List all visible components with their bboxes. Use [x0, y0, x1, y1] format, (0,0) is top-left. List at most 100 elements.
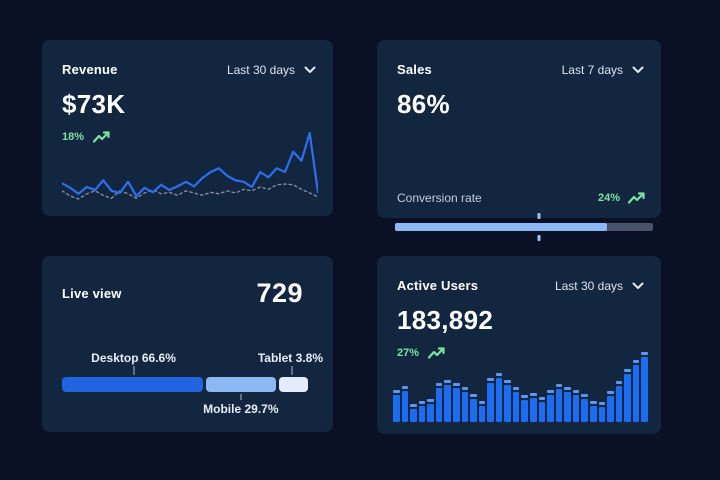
bar-body — [444, 385, 451, 422]
bar-body — [427, 404, 434, 422]
bar-cap — [444, 380, 451, 383]
user-count-bar — [401, 386, 409, 422]
bar-body — [410, 409, 417, 422]
progress-target-marker-top — [537, 213, 541, 219]
bar-body — [504, 385, 511, 422]
bar-body — [615, 386, 623, 422]
tablet-pointer-line — [291, 366, 294, 375]
user-count-bar — [572, 390, 580, 422]
user-count-bar — [530, 393, 537, 422]
user-count-bar — [418, 401, 426, 422]
bar-cap — [555, 384, 563, 387]
bar-body — [393, 395, 400, 422]
sales-card: Sales Last 7 days 86% Conversion rate 24… — [377, 40, 661, 241]
active-users-title: Active Users — [397, 278, 479, 293]
sales-range-label: Last 7 days — [561, 62, 623, 77]
conversion-progress-bar — [395, 213, 653, 241]
bar-cap — [632, 360, 640, 363]
bar-body — [418, 406, 426, 422]
bar-cap — [410, 404, 417, 407]
user-count-bar — [478, 401, 486, 422]
live-view-header: Live view 729 — [42, 256, 333, 309]
user-count-bar — [564, 387, 571, 422]
bar-cap — [521, 395, 528, 398]
bar-body — [452, 388, 460, 422]
bar-cap — [418, 401, 426, 404]
desktop-segment — [62, 377, 204, 392]
active-users-bar-chart — [393, 352, 648, 422]
bar-body — [401, 391, 409, 422]
bar-body — [641, 357, 648, 422]
user-count-bar — [410, 404, 417, 422]
bar-cap — [461, 387, 469, 390]
user-count-bar — [504, 380, 511, 422]
bar-body — [461, 392, 469, 422]
bar-cap — [427, 399, 434, 402]
bar-cap — [393, 390, 400, 393]
user-count-bar — [444, 380, 451, 422]
bar-body — [470, 399, 477, 422]
bar-body — [435, 388, 443, 422]
bar-cap — [589, 401, 597, 404]
sales-card-title: Sales — [397, 62, 432, 77]
user-count-bar — [538, 397, 546, 422]
sales-card-header: Sales Last 7 days — [377, 40, 661, 77]
desktop-share-label: Desktop 66.6% — [91, 351, 176, 365]
trending-up-icon — [93, 131, 110, 143]
conversion-rate-delta: 24% — [598, 192, 645, 204]
chevron-down-icon — [632, 66, 644, 74]
chevron-down-icon — [304, 66, 316, 74]
sales-kpi-value: 86% — [397, 89, 450, 119]
bar-cap — [564, 387, 571, 390]
bar-body — [495, 378, 503, 422]
active-users-delta: 27% — [397, 347, 641, 359]
user-count-bar — [495, 373, 503, 422]
bar-cap — [401, 386, 409, 389]
user-count-bar — [641, 352, 648, 422]
live-view-title: Live view — [62, 286, 122, 301]
live-view-card: Live view 729 Desktop 66.6% Tablet 3.8% … — [42, 256, 333, 432]
live-view-count: 729 — [256, 278, 303, 308]
conversion-delta-value: 24% — [597, 192, 620, 204]
user-count-bar — [487, 378, 494, 422]
desktop-pointer-line — [132, 366, 135, 375]
bar-body — [632, 365, 640, 422]
bar-body — [572, 395, 580, 422]
bar-cap — [530, 393, 537, 396]
user-count-bar — [615, 381, 623, 422]
bar-cap — [452, 383, 460, 386]
bar-cap — [470, 394, 477, 397]
bar-body — [512, 392, 520, 422]
revenue-line-chart — [62, 127, 318, 202]
user-count-bar — [427, 399, 434, 422]
bar-cap — [607, 391, 614, 394]
bar-body — [581, 399, 588, 422]
user-count-bar — [435, 383, 443, 422]
revenue-delta: 18% — [62, 131, 313, 143]
active-users-range-select[interactable]: Last 30 days — [555, 279, 644, 293]
revenue-range-select[interactable]: Last 30 days — [227, 63, 316, 77]
bar-body — [564, 392, 571, 422]
bar-body — [598, 407, 606, 422]
bar-body — [538, 402, 546, 422]
bar-body — [607, 396, 614, 422]
bar-cap — [624, 369, 631, 372]
bar-body — [547, 395, 554, 422]
trending-up-icon — [428, 347, 445, 359]
active-users-card: Active Users Last 30 days 183,892 27% — [377, 256, 661, 434]
conversion-rate-label: Conversion rate — [397, 191, 482, 205]
user-count-bar — [607, 391, 614, 422]
bar-cap — [478, 401, 486, 404]
bar-cap — [598, 402, 606, 405]
device-usage-chart: Desktop 66.6% Tablet 3.8% Mobile 29.7% — [62, 351, 323, 423]
user-count-bar — [470, 394, 477, 422]
conversion-progress-fill — [395, 223, 607, 231]
bar-body — [624, 374, 631, 422]
user-count-bar — [452, 383, 460, 422]
bar-cap — [495, 373, 503, 376]
active-users-kpi-value: 183,892 — [397, 305, 494, 335]
bar-cap — [435, 383, 443, 386]
revenue-card: Revenue Last 30 days $73K 18% — [42, 40, 333, 216]
sales-range-select[interactable]: Last 7 days — [562, 63, 644, 77]
bar-cap — [538, 397, 546, 400]
